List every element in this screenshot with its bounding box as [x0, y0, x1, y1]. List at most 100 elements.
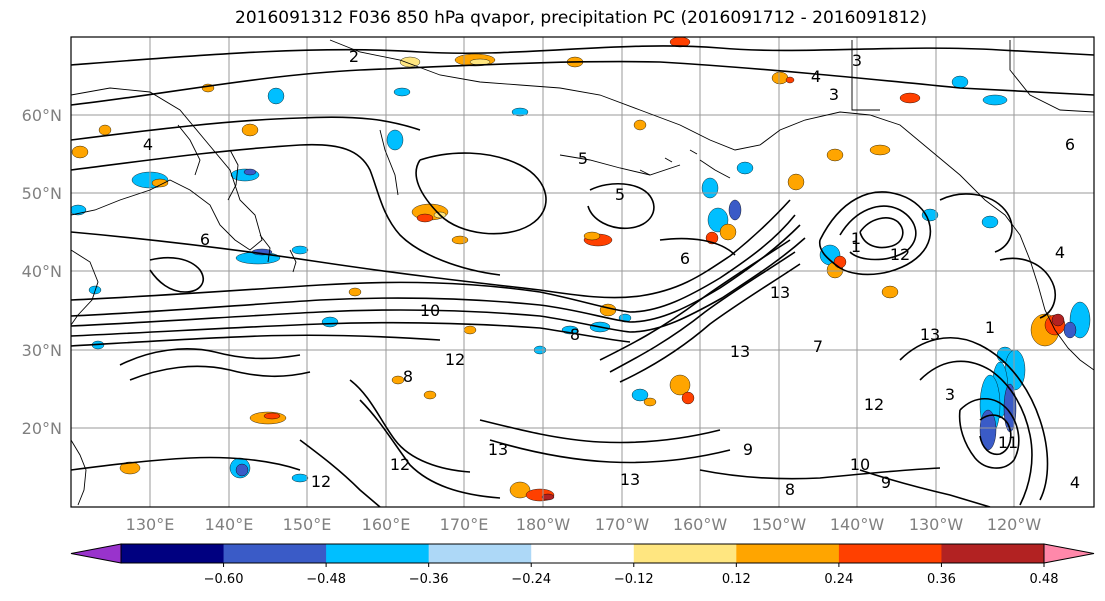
contour-label: 11: [998, 433, 1018, 452]
colorbar-tick-label: 0.12: [722, 572, 751, 587]
lon-tick-label: 170°E: [440, 515, 489, 534]
contour-line-34: [939, 193, 1013, 253]
coastline-13: [639, 169, 651, 176]
precip-patch-82: [633, 119, 647, 131]
coastline-0: [71, 87, 263, 251]
colorbar-tick-label: 0.24: [824, 572, 853, 587]
contour-label: 4: [1055, 243, 1065, 262]
contour-line-11: [609, 251, 796, 373]
precip-patch-57: [509, 481, 531, 499]
contour-line-25: [919, 360, 1033, 506]
chart-title: 2016091312 F036 850 hPa qvapor, precipit…: [235, 8, 927, 28]
coastline-10: [699, 159, 731, 179]
contour-label: 5: [615, 185, 625, 204]
colorbar-frame: [120, 543, 1045, 564]
contour-line-21: [818, 191, 932, 276]
colorbar-segment-1: [223, 544, 327, 563]
lon-tick-label: 160°W: [673, 515, 728, 534]
colorbar-segment-8: [941, 544, 1045, 563]
colorbar-tick-label: 0.48: [1030, 572, 1059, 587]
precip-patch-29: [701, 177, 719, 199]
lat-tick-label: 50°N: [22, 184, 62, 203]
precip-patch-40: [1051, 313, 1065, 327]
precip-fill-patches: [71, 37, 1091, 502]
contour-label: 5: [578, 149, 588, 168]
lon-tick-label: 180°W: [516, 515, 571, 534]
contour-line-4: [71, 199, 791, 299]
contour-label: 12: [390, 455, 410, 474]
contour-label: 3: [945, 385, 955, 404]
coastline-7: [329, 39, 1094, 371]
lon-tick-label: 170°W: [595, 515, 650, 534]
precip-patch-14: [669, 37, 691, 48]
contour-label: 4: [811, 67, 821, 86]
colorbar-tick-label: 0.36: [927, 572, 956, 587]
precip-patch-47: [979, 409, 997, 451]
precip-patch-71: [921, 208, 939, 222]
colorbar-tick-label: −0.36: [409, 572, 449, 587]
precip-patch-68: [631, 388, 649, 402]
contour-line-33: [659, 237, 736, 256]
contour-line-14: [129, 365, 311, 381]
lon-tick-label: 150°E: [283, 515, 332, 534]
contour-label: 9: [743, 440, 753, 459]
contour-line-7: [71, 237, 806, 333]
precip-patch-37: [981, 215, 999, 229]
colorbar-segment-5: [633, 544, 737, 563]
contour-label: 13: [730, 342, 750, 361]
contour-label: 1: [851, 229, 861, 248]
contour-line-26: [958, 397, 1020, 469]
precip-patch-31: [728, 199, 742, 221]
precip-patch-64: [599, 303, 617, 317]
precip-patch-69: [643, 397, 657, 407]
precip-patch-72: [423, 390, 437, 400]
contour-label: 6: [200, 230, 210, 249]
precip-patch-24: [982, 94, 1008, 106]
map-background: [71, 37, 1094, 507]
lat-tick-labels: 60°N 50°N 40°N 30°N 20°N: [22, 106, 62, 438]
precip-patch-11: [451, 235, 469, 245]
coastline-2: [177, 124, 201, 176]
contour-label: 4: [143, 135, 153, 154]
contour-line-9: [71, 334, 441, 347]
contour-label: 2: [349, 47, 359, 66]
contour-line-32: [587, 182, 655, 230]
contour-line-24: [899, 337, 1049, 501]
coastline-12: [1009, 40, 1094, 113]
lat-tick-label: 40°N: [22, 262, 62, 281]
lon-tick-label: 130°E: [126, 515, 175, 534]
contour-line-19: [299, 439, 381, 507]
colorbar-tick-label: −0.48: [306, 572, 346, 587]
contour-line-2: [71, 116, 421, 141]
coastline-1: [227, 149, 239, 201]
contour-label: 3: [852, 51, 862, 70]
contour-label: 13: [920, 325, 940, 344]
contour-line-0: [71, 45, 1094, 66]
lat-tick-label: 60°N: [22, 106, 62, 125]
contour-line-3: [71, 143, 501, 276]
contour-line-12: [619, 263, 801, 383]
contour-line-31: [415, 152, 547, 235]
precip-patch-78: [71, 145, 89, 159]
contour-line-13: [119, 348, 301, 366]
contour-label: 9: [881, 473, 891, 492]
contour-label: 12: [311, 472, 331, 491]
contour-label: 1: [985, 318, 995, 337]
colorbar-segment-6: [736, 544, 840, 563]
precip-patch-75: [267, 87, 285, 105]
colorbar-segment-2: [326, 544, 430, 563]
lon-tick-label: 140°W: [830, 515, 885, 534]
precip-patch-9: [416, 213, 434, 223]
precip-patch-50: [681, 391, 695, 405]
precip-patch-22: [899, 92, 921, 104]
precip-patch-81: [348, 287, 362, 297]
lon-tick-label: 120°W: [987, 515, 1042, 534]
contour-line-22: [839, 205, 917, 261]
coastline-5: [71, 249, 99, 326]
colorbar-segment-3: [428, 544, 532, 563]
coastline-4: [289, 249, 297, 273]
map-gridlines: [71, 37, 1094, 507]
coastline-6: [71, 439, 87, 506]
contour-line-10: [599, 239, 791, 361]
